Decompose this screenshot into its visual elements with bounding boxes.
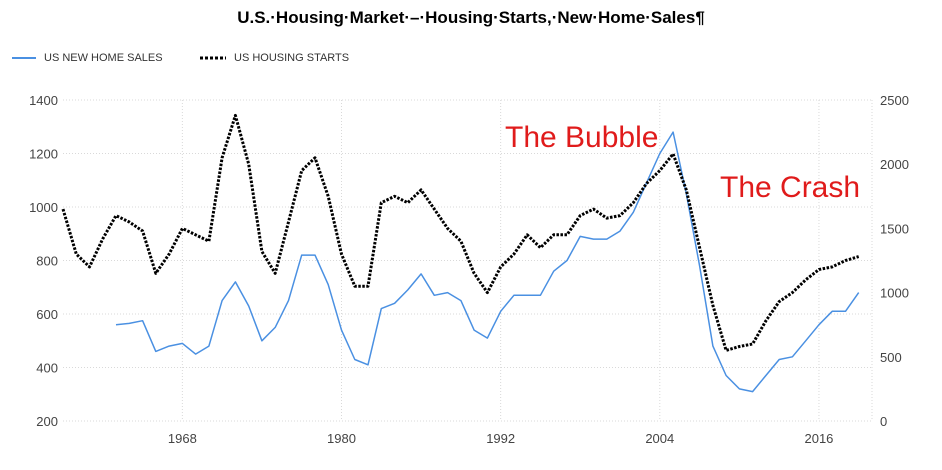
series-line-new-home-sales bbox=[115, 131, 860, 393]
legend-swatch-housing-starts bbox=[200, 56, 226, 60]
axis-ticks: 200 400 600 800 1000 1200 1400 0 500 1000 1500 2000… bbox=[29, 93, 909, 446]
y-left-tick-label: 1200 bbox=[29, 147, 58, 162]
x-tick-label: 2004 bbox=[645, 431, 674, 446]
x-tick-label: 1992 bbox=[486, 431, 515, 446]
chart-title: U.S.·Housing·Market·–·Housing·Starts,·Ne… bbox=[237, 8, 705, 27]
y-left-tick-label: 200 bbox=[36, 414, 58, 429]
x-tick-label: 1980 bbox=[327, 431, 356, 446]
y-right-tick-label: 1500 bbox=[880, 221, 909, 236]
series-line-housing-starts bbox=[61, 113, 860, 352]
legend-item-housing-starts[interactable]: US HOUSING STARTS bbox=[200, 52, 349, 64]
y-left-tick-label: 800 bbox=[36, 254, 58, 269]
y-left-tick-label: 600 bbox=[36, 307, 58, 322]
x-tick-label: 2016 bbox=[804, 431, 833, 446]
y-right-tick-label: 0 bbox=[880, 414, 887, 429]
x-tick-label: 1968 bbox=[168, 431, 197, 446]
legend-label-new-home-sales: US NEW HOME SALES bbox=[44, 52, 163, 64]
legend-swatch-new-home-sales bbox=[12, 57, 36, 59]
y-right-tick-label: 2500 bbox=[880, 93, 909, 108]
y-right-tick-label: 1000 bbox=[880, 286, 909, 301]
y-right-tick-label: 2000 bbox=[880, 157, 909, 172]
legend-item-new-home-sales[interactable]: US NEW HOME SALES bbox=[12, 52, 163, 64]
annotation-crash: The Crash bbox=[720, 171, 860, 204]
y-left-tick-label: 1400 bbox=[29, 93, 58, 108]
y-left-tick-label: 400 bbox=[36, 361, 58, 376]
legend-label-housing-starts: US HOUSING STARTS bbox=[234, 52, 350, 64]
y-left-tick-label: 1000 bbox=[29, 200, 58, 215]
y-right-tick-label: 500 bbox=[880, 350, 902, 365]
annotation-bubble: The Bubble bbox=[505, 121, 658, 154]
grid bbox=[63, 99, 873, 422]
series-lines bbox=[61, 113, 860, 393]
